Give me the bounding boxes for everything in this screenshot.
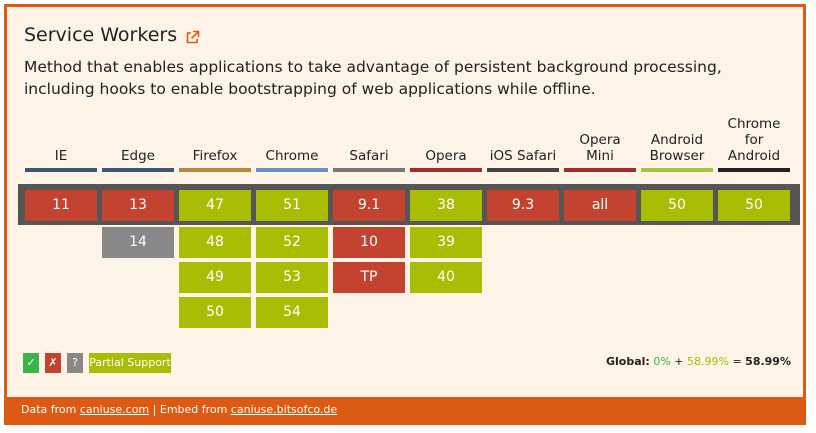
version-cell[interactable]: 51 xyxy=(256,190,328,221)
browser-header: Chrome for Android xyxy=(718,107,790,164)
footer: Data from caniuse.com | Embed from caniu… xyxy=(7,397,803,422)
version-cell[interactable]: 9.3 xyxy=(487,190,559,221)
feature-title-row: Service Workers xyxy=(24,24,200,46)
version-cell[interactable]: 9.1 xyxy=(333,190,405,221)
embed-link[interactable]: caniuse.bitsofco.de xyxy=(230,403,338,416)
browser-color-bar xyxy=(564,168,636,172)
version-cell[interactable]: 47 xyxy=(179,190,251,221)
legend-partial-support: Partial Support xyxy=(89,353,171,373)
caniuse-embed: Service Workers Method that enables appl… xyxy=(4,4,806,425)
version-cell[interactable]: 38 xyxy=(410,190,482,221)
global-total: 58.99% xyxy=(745,355,791,368)
version-cell[interactable]: 11 xyxy=(25,190,97,221)
legend-unknown: ? xyxy=(67,353,83,373)
caniuse-link[interactable]: caniuse.com xyxy=(79,403,150,416)
browser-header: Chrome xyxy=(256,107,328,164)
version-cell[interactable]: all xyxy=(564,190,636,221)
browser-color-bar xyxy=(333,168,405,172)
version-cell[interactable]: 53 xyxy=(256,262,328,293)
browser-color-bar xyxy=(179,168,251,172)
browser-name: Android Browser xyxy=(649,132,705,164)
version-cell[interactable]: TP xyxy=(333,262,405,293)
footer-data-from: Data from xyxy=(21,403,77,416)
browser-color-bar xyxy=(487,168,559,172)
browser-name: iOS Safari xyxy=(489,148,557,164)
browser-header: Edge xyxy=(102,107,174,164)
browser-name: Opera xyxy=(425,148,467,164)
version-cell[interactable]: 54 xyxy=(256,297,328,328)
footer-separator: | xyxy=(152,403,157,416)
version-cell[interactable]: 48 xyxy=(179,227,251,258)
global-plus: + xyxy=(674,355,684,368)
global-label: Global: xyxy=(606,355,650,368)
version-cell[interactable]: 13 xyxy=(102,190,174,221)
legend-supported: ✓ xyxy=(23,353,39,373)
browser-color-bar xyxy=(641,168,713,172)
global-usage: Global: 0% + 58.99% = 58.99% xyxy=(606,355,791,368)
browser-header: Firefox xyxy=(179,107,251,164)
browser-header: iOS Safari xyxy=(487,107,559,164)
browser-color-bar xyxy=(25,168,97,172)
external-link-icon[interactable] xyxy=(185,28,200,43)
version-cell[interactable]: 14 xyxy=(102,227,174,258)
footer-embed-from: Embed from xyxy=(159,403,228,416)
browser-name: Chrome for Android xyxy=(727,116,781,164)
version-cell[interactable]: 39 xyxy=(410,227,482,258)
version-cell[interactable]: 49 xyxy=(179,262,251,293)
global-supported: 0% xyxy=(653,355,671,368)
browser-color-bar xyxy=(102,168,174,172)
version-cell[interactable]: 10 xyxy=(333,227,405,258)
browser-header: Safari xyxy=(333,107,405,164)
browser-color-bar xyxy=(718,168,790,172)
browser-name: Opera Mini xyxy=(579,132,621,164)
version-cell[interactable]: 40 xyxy=(410,262,482,293)
version-cell[interactable]: 50 xyxy=(179,297,251,328)
browser-color-bar xyxy=(256,168,328,172)
feature-title: Service Workers xyxy=(24,24,178,46)
browser-name: Chrome xyxy=(265,148,319,164)
version-cell[interactable]: 50 xyxy=(641,190,713,221)
legend-not-supported: ✗ xyxy=(45,353,61,373)
version-cell[interactable]: 52 xyxy=(256,227,328,258)
browser-color-bar xyxy=(410,168,482,172)
browser-name: Safari xyxy=(349,148,389,164)
global-equals: = xyxy=(732,355,742,368)
global-partial: 58.99% xyxy=(687,355,729,368)
browser-name: Edge xyxy=(121,148,155,164)
browser-name: Firefox xyxy=(192,148,238,164)
browser-header: Opera Mini xyxy=(564,107,636,164)
browser-header: Android Browser xyxy=(641,107,713,164)
browser-header: Opera xyxy=(410,107,482,164)
browser-header: IE xyxy=(25,107,97,164)
feature-description: Method that enables applications to take… xyxy=(24,58,722,98)
version-cell[interactable]: 50 xyxy=(718,190,790,221)
browser-name: IE xyxy=(54,148,68,164)
